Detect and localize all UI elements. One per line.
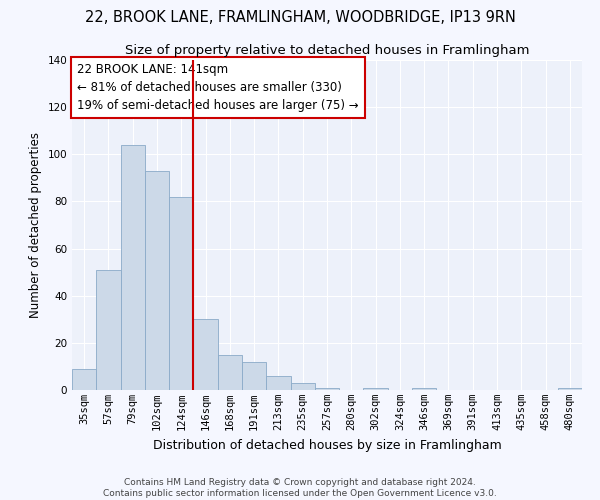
- Title: Size of property relative to detached houses in Framlingham: Size of property relative to detached ho…: [125, 44, 529, 58]
- Bar: [121, 145, 145, 390]
- Bar: [72, 369, 96, 390]
- Bar: [558, 388, 582, 390]
- Bar: [242, 362, 266, 390]
- Bar: [193, 320, 218, 390]
- Bar: [315, 388, 339, 390]
- Bar: [218, 354, 242, 390]
- Bar: [169, 196, 193, 390]
- Bar: [96, 270, 121, 390]
- Text: Contains HM Land Registry data © Crown copyright and database right 2024.
Contai: Contains HM Land Registry data © Crown c…: [103, 478, 497, 498]
- Bar: [412, 388, 436, 390]
- Y-axis label: Number of detached properties: Number of detached properties: [29, 132, 42, 318]
- Bar: [290, 383, 315, 390]
- Text: 22 BROOK LANE: 141sqm
← 81% of detached houses are smaller (330)
19% of semi-det: 22 BROOK LANE: 141sqm ← 81% of detached …: [77, 64, 359, 112]
- Bar: [266, 376, 290, 390]
- Bar: [364, 388, 388, 390]
- X-axis label: Distribution of detached houses by size in Framlingham: Distribution of detached houses by size …: [152, 438, 502, 452]
- Bar: [145, 171, 169, 390]
- Text: 22, BROOK LANE, FRAMLINGHAM, WOODBRIDGE, IP13 9RN: 22, BROOK LANE, FRAMLINGHAM, WOODBRIDGE,…: [85, 10, 515, 25]
